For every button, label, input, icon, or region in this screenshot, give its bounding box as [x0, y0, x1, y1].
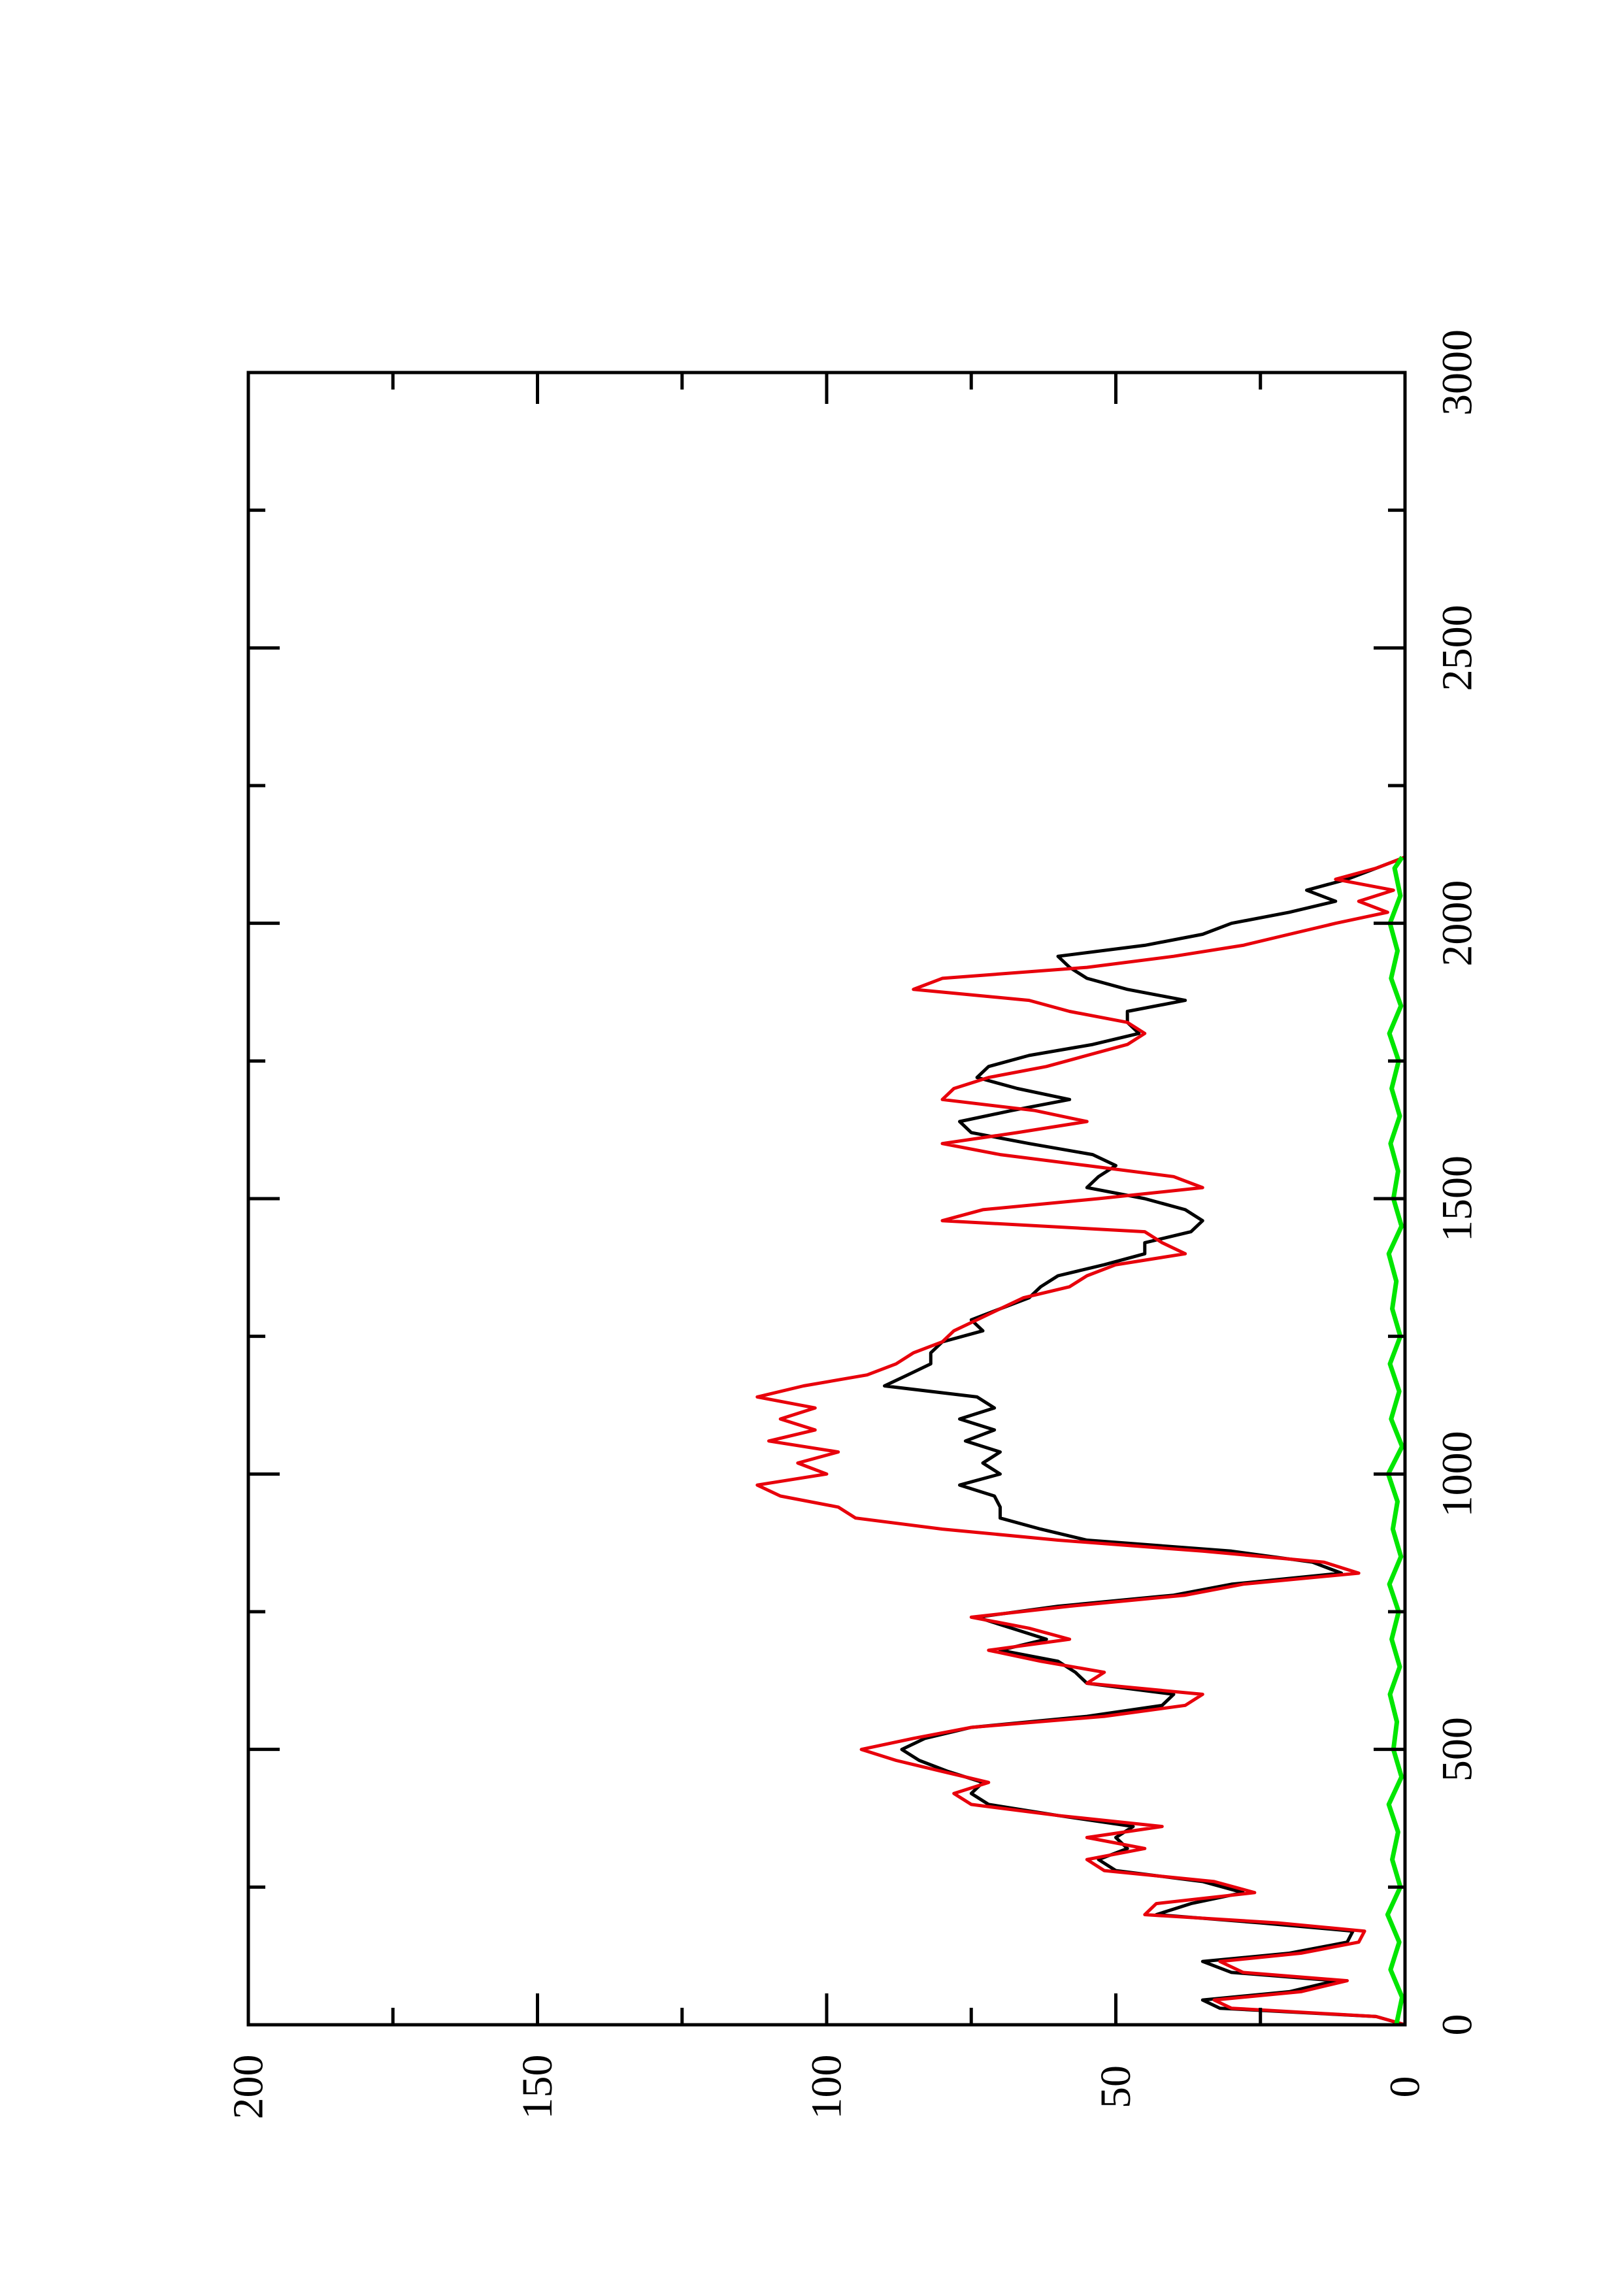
x-tick-label: 2000	[1434, 880, 1481, 967]
series-line-2	[755, 856, 1406, 2027]
x-tick-label: 1000	[1434, 1431, 1481, 1517]
plot-frame	[246, 371, 1407, 2027]
y-tick-label: 100	[803, 2055, 851, 2120]
x-tick-label: 500	[1434, 1717, 1481, 1782]
y-tick-label: 150	[514, 2055, 561, 2120]
series-line-3	[1385, 856, 1405, 2025]
series-line-1	[883, 856, 1406, 2027]
x-tick-label: 0	[1434, 2014, 1481, 2036]
plot-area: 0 500 1000 1500 2000 2500 3000 0 50 100 150 200	[225, 329, 1481, 2120]
y-tick-label: 50	[1092, 2065, 1140, 2108]
x-tick-label: 2500	[1434, 605, 1481, 691]
x-tick-label: 1500	[1434, 1156, 1481, 1242]
y-tick-label: 200	[225, 2055, 273, 2120]
y-tick-label: 0	[1381, 2076, 1429, 2098]
x-tick-label: 3000	[1434, 329, 1481, 416]
